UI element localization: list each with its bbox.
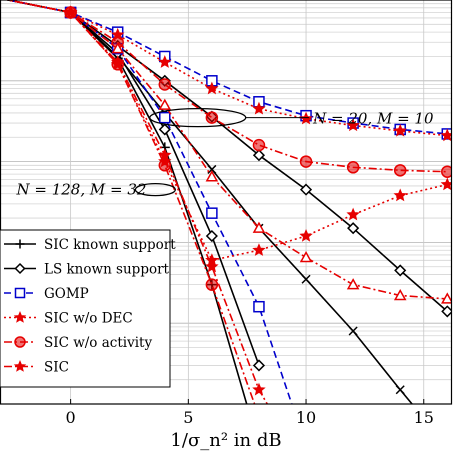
marker-star: [252, 101, 266, 115]
marker-star: [158, 55, 172, 68]
marker-star: [346, 207, 360, 221]
legend-label: LS known support: [44, 262, 170, 278]
series-line: [4, 0, 448, 135]
marker-triangle: [299, 250, 313, 263]
marker-diamond: [252, 149, 266, 162]
marker-star: [393, 188, 407, 202]
marker-star: [13, 310, 27, 323]
legend-item: SIC w/o DEC: [4, 311, 133, 327]
x-tick-labels: 0 5 10 15: [66, 399, 434, 427]
legend-item: LS known support: [4, 262, 170, 278]
marker-triangle: [393, 288, 407, 301]
series-line: [4, 0, 448, 313]
marker-circle: [393, 164, 407, 177]
marker-star: [252, 243, 266, 256]
marker-circle: [14, 336, 26, 348]
marker-diamond: [394, 264, 407, 277]
series-line: [4, 0, 448, 300]
marker-triangle: [346, 278, 360, 290]
marker-circle: [205, 278, 219, 291]
marker-circle: [441, 165, 452, 178]
legend-box: [0, 229, 171, 388]
legend-label: GOMP: [44, 286, 89, 302]
marker-triangle: [252, 221, 266, 233]
series-line: [4, 0, 448, 173]
series-sic: [4, 0, 452, 304]
annotation-n20-m10: N = 20, M = 10: [312, 110, 434, 128]
marker-diamond: [205, 229, 218, 243]
group-ellipse-n128: [134, 182, 177, 197]
x-tick-label: 5: [183, 408, 193, 427]
legend-item: SIC known support: [4, 237, 176, 253]
legend-item: SIC w/o activity: [4, 335, 152, 351]
marker-star: [205, 259, 219, 273]
marker-diamond: [347, 222, 360, 235]
marker-square: [159, 111, 171, 124]
series-line: [4, 0, 414, 404]
marker-square: [253, 300, 265, 313]
annotation-layer: N = 20, M = 10 N = 128, M = 32: [15, 107, 434, 199]
marker-star: [205, 81, 219, 95]
marker-square: [14, 287, 26, 299]
marker-star: [252, 382, 266, 396]
legend-label: SIC w/o activity: [44, 335, 152, 351]
marker-diamond: [441, 305, 452, 318]
marker-triangle: [441, 292, 452, 304]
marker-star: [63, 5, 78, 19]
marker-star: [13, 359, 27, 372]
legend-label: SIC known support: [44, 237, 176, 253]
series-sic: [4, 0, 452, 267]
marker-triangle: [158, 98, 172, 110]
series-layer: [4, 0, 452, 404]
legend-item: GOMP: [4, 286, 89, 302]
legend-label: SIC: [44, 360, 69, 376]
marker-cross: [207, 164, 217, 174]
x-tick-label: 15: [414, 408, 434, 427]
marker-star: [111, 57, 125, 71]
marker-star: [299, 228, 313, 242]
x-tick-label: 10: [296, 408, 316, 427]
marker-plus: [15, 239, 25, 249]
marker-triangle: [205, 170, 219, 182]
marker-diamond: [299, 183, 313, 196]
plot-frame: [0, 0, 453, 405]
marker-cross: [395, 385, 405, 395]
marker-square: [206, 207, 218, 219]
marker-circle: [299, 155, 313, 168]
marker-cross: [348, 326, 358, 336]
marker-circle: [346, 161, 360, 174]
annotation-n128-m32: N = 128, M = 32: [15, 181, 146, 199]
marker-circle: [158, 78, 172, 91]
x-tick-label: 0: [66, 408, 76, 427]
marker-star: [346, 118, 360, 132]
legend-item: SIC: [4, 360, 69, 376]
marker-diamond: [14, 262, 26, 275]
x-axis-label: 1/σ_n² in dB: [170, 430, 281, 451]
legend-label: SIC w/o DEC: [44, 311, 133, 327]
marker-cross: [301, 274, 311, 284]
marker-diamond: [252, 359, 266, 372]
marker-star: [205, 253, 219, 267]
marker-star: [393, 123, 407, 137]
marker-diamond: [158, 123, 171, 136]
marker-circle: [205, 111, 219, 124]
marker-circle: [252, 138, 266, 152]
legend: SIC known support LS known support GOMP SIC…: [0, 229, 176, 388]
marker-star: [158, 154, 172, 168]
marker-triangle: [111, 42, 124, 54]
